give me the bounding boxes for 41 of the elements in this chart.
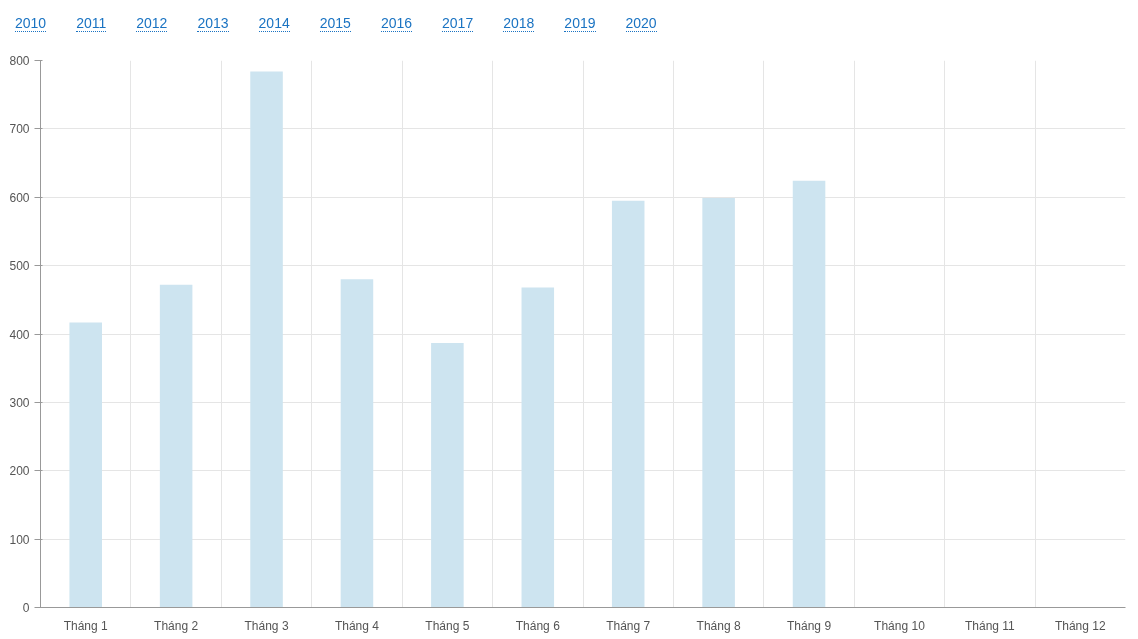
text: 2011 xyxy=(76,15,107,32)
bar xyxy=(611,200,645,608)
text: 2018 xyxy=(503,15,535,32)
x-tick-label: Tháng 4 xyxy=(334,618,380,633)
y-tick-label: 0 xyxy=(22,601,30,615)
bar xyxy=(159,284,193,608)
text: 2020 xyxy=(625,15,657,32)
bar xyxy=(431,342,464,608)
y-tick-label: 300 xyxy=(9,395,30,410)
text: 2012 xyxy=(136,15,168,32)
text: 2013 xyxy=(197,15,229,32)
y-tick-label: 800 xyxy=(9,54,30,68)
x-tick-label: Tháng 3 xyxy=(244,618,289,633)
bar xyxy=(792,180,826,608)
x-tick-label: Tháng 11 xyxy=(964,618,1016,633)
x-tick-label: Tháng 8 xyxy=(696,618,741,633)
text: 2014 xyxy=(258,15,290,32)
x-tick-label: Tháng 7 xyxy=(606,618,651,633)
x-tick-label: Tháng 12 xyxy=(1054,618,1106,633)
bar xyxy=(250,71,283,608)
x-tick-label: Tháng 10 xyxy=(874,618,926,633)
x-tick-label: Tháng 9 xyxy=(787,618,832,633)
y-tick-label: 700 xyxy=(9,122,30,137)
text: 2017 xyxy=(442,15,474,32)
y-tick-label: 600 xyxy=(9,190,30,205)
text: 2010 xyxy=(15,15,47,32)
x-tick-label: Tháng 5 xyxy=(425,618,470,633)
bar xyxy=(340,279,374,608)
y-tick-label: 100 xyxy=(9,532,30,547)
text: 2019 xyxy=(564,15,596,32)
x-tick-label: Tháng 1 xyxy=(63,618,109,633)
bar xyxy=(521,287,555,608)
bar xyxy=(702,197,735,608)
text: 2016 xyxy=(380,15,413,32)
bar xyxy=(69,322,102,608)
y-tick-label: 200 xyxy=(9,464,30,479)
text: 2015 xyxy=(319,15,351,32)
y-tick-label: 500 xyxy=(9,259,30,274)
x-tick-label: Tháng 6 xyxy=(515,618,561,633)
y-tick-label: 400 xyxy=(9,327,30,342)
x-tick-label: Tháng 2 xyxy=(154,618,199,633)
